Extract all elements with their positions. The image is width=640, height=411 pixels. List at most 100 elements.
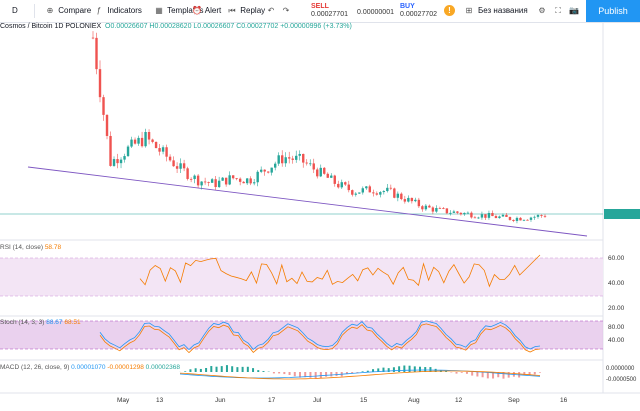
candle-body	[186, 168, 189, 179]
macd-label[interactable]: MACD (12, 26, close, 9)	[0, 364, 70, 371]
candle-body	[330, 175, 333, 178]
macd-bar	[419, 366, 421, 372]
plus-circle-icon: ⊕	[46, 6, 54, 15]
candle-body	[326, 173, 329, 178]
candle-body	[379, 192, 382, 195]
stoch-label[interactable]: Stoch (14, 3, 3)	[0, 319, 45, 326]
candle-body	[358, 192, 361, 194]
candle-body	[277, 155, 280, 164]
layout-name[interactable]: Без названия	[478, 6, 528, 15]
macd-bar	[236, 367, 239, 372]
macd-bar	[220, 366, 223, 372]
replay-icon: ⏮	[228, 6, 236, 15]
stoch-tick-40: 40.00	[608, 337, 625, 344]
gear-icon[interactable]: ⚙	[538, 6, 546, 15]
macd-bar	[241, 366, 244, 372]
macd-bar	[460, 372, 463, 373]
candle-body	[252, 182, 256, 184]
x-tick: 12	[455, 397, 463, 404]
fullscreen-icon[interactable]: ⛶	[555, 6, 561, 15]
candle-body	[298, 153, 301, 156]
candle-body	[407, 197, 410, 202]
macd-bar	[278, 372, 281, 374]
ohlc-values: O0.00026607 H0.00028620 L0.00026607 C0.0…	[105, 23, 352, 30]
candle-body	[284, 157, 287, 164]
indicators-button[interactable]: ƒ Indicators	[93, 0, 142, 22]
templates-button[interactable]: ▦ Templates	[153, 0, 203, 22]
candle-body	[130, 139, 133, 147]
symbol-legend: Cosmos / Bitcoin 1D POLONIEX O0.00026607…	[0, 23, 352, 30]
candle-body	[228, 175, 231, 185]
candle-body	[463, 212, 466, 215]
macd-bar	[523, 372, 526, 376]
candle-body	[536, 215, 540, 217]
macd-bar	[184, 371, 187, 372]
alert-button[interactable]: ⏰ Alert	[191, 0, 221, 22]
rsi-band	[0, 258, 603, 296]
candle-body	[491, 212, 494, 217]
macd-bar	[471, 372, 474, 376]
candle-body	[245, 178, 249, 184]
sell-button[interactable]: SELL 0.00027701	[307, 2, 393, 20]
candle-body	[445, 208, 449, 214]
info-icon[interactable]: !	[444, 5, 455, 16]
candle-body	[224, 177, 228, 185]
replay-button[interactable]: ⏮ Replay	[226, 0, 265, 22]
camera-icon[interactable]: 📷	[569, 6, 579, 15]
interval-button[interactable]: D	[12, 6, 18, 15]
candle-body	[133, 139, 137, 144]
compare-button[interactable]: ⊕ Compare	[44, 0, 92, 22]
macd-bar	[325, 372, 328, 377]
candle-body	[98, 69, 102, 98]
candle-body	[354, 193, 357, 195]
macd-bar	[445, 371, 448, 372]
candle-body	[161, 147, 165, 152]
macd-bar	[194, 368, 197, 372]
candle-body	[323, 167, 326, 174]
candle-body	[105, 114, 109, 136]
undo-button[interactable]: ↶	[265, 0, 277, 22]
layout-icon[interactable]: ⊞	[465, 6, 473, 15]
macd-bar	[309, 372, 312, 378]
candle-body	[154, 141, 158, 149]
macd-bar	[476, 372, 479, 377]
macd-bar	[299, 372, 301, 378]
candle-body	[470, 212, 473, 218]
candle-body	[417, 199, 421, 207]
candle-body	[189, 178, 193, 180]
macd-bar	[492, 372, 495, 379]
redo-button[interactable]: ↷	[280, 0, 292, 22]
candle-body	[144, 132, 147, 147]
candle-body	[477, 217, 480, 219]
buy-button[interactable]: BUY 0.00027702	[396, 2, 454, 20]
candle-body	[119, 159, 123, 164]
macd-bar	[314, 372, 317, 379]
candle-body	[281, 155, 284, 164]
candle-body	[256, 171, 259, 183]
macd-bar	[330, 372, 333, 377]
macd-bar	[392, 367, 395, 372]
rsi-tick-20: 20.00	[608, 305, 625, 312]
candle-body	[442, 208, 445, 209]
candle-body	[266, 171, 270, 173]
sell-price: 0.00027701	[311, 11, 348, 18]
candle-body	[288, 157, 291, 159]
candle-body	[116, 159, 119, 164]
candle-body	[386, 187, 389, 192]
macd-bar	[497, 372, 500, 378]
candle-body	[109, 135, 112, 166]
symbol-name[interactable]: Cosmos / Bitcoin 1D POLONIEX	[0, 23, 102, 30]
macd-histogram	[179, 365, 541, 379]
macd-bar	[351, 372, 354, 374]
candle-body	[389, 187, 393, 189]
macd-bar	[335, 372, 338, 377]
candle-body	[140, 137, 144, 147]
rsi-legend: RSI (14, close) 58.78	[0, 244, 61, 251]
publish-button[interactable]: Publish	[586, 0, 640, 22]
candle-body	[102, 97, 105, 115]
rsi-tick-60: 60.00	[608, 255, 625, 262]
x-tick: Sep	[508, 397, 520, 404]
candle-body	[214, 179, 217, 188]
rsi-label[interactable]: RSI (14, close)	[0, 244, 43, 251]
